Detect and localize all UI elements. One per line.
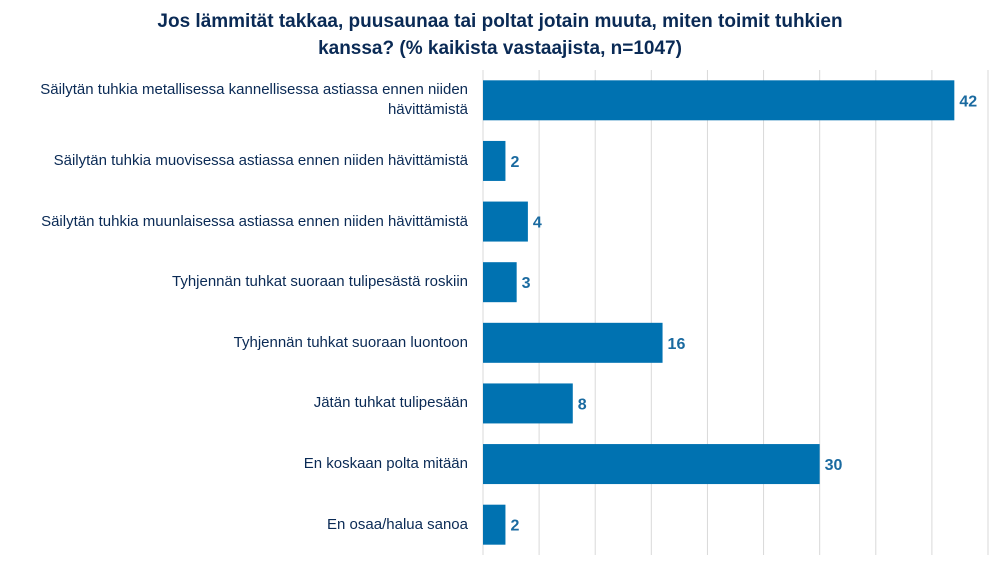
bar-value-label: 8 [578,396,587,413]
category-label: Säilytän tuhkia muovisessa astiassa enne… [53,151,468,169]
bar-value-label: 4 [533,215,542,232]
chart-title: Jos lämmität takkaa, puusaunaa tai polta… [0,8,1000,62]
chart-title-line-1: Jos lämmität takkaa, puusaunaa tai polta… [157,11,843,32]
bar-value-label: 3 [522,275,531,292]
bar-value-label: 42 [959,93,977,110]
bar-value-label: 30 [825,457,843,474]
bar [483,504,506,545]
bar [483,444,820,485]
category-label: Tyhjennän tuhkat suoraan tulipesästä ros… [171,273,468,291]
bar [483,201,528,242]
category-label: En koskaan polta mitään [303,455,468,473]
category-label: Tyhjennän tuhkat suoraan luontoon [233,333,468,351]
bar [483,140,506,181]
category-label: Jätän tuhkat tulipesään [313,394,468,412]
category-label: En osaa/halua sanoa [327,515,468,533]
bar [483,262,517,303]
category-label: Säilytän tuhkia metallisessa kannellises… [40,81,468,119]
bar [483,383,573,424]
bar [483,80,955,121]
bar-value-label: 2 [510,518,519,535]
category-label: Säilytän tuhkia muunlaisessa astiassa en… [41,212,468,230]
bar-value-label: 16 [668,336,686,353]
bar-value-label: 2 [510,154,519,171]
bar [483,322,663,363]
chart-title-line-2: kanssa? (% kaikista vastaajista, n=1047) [318,38,682,59]
